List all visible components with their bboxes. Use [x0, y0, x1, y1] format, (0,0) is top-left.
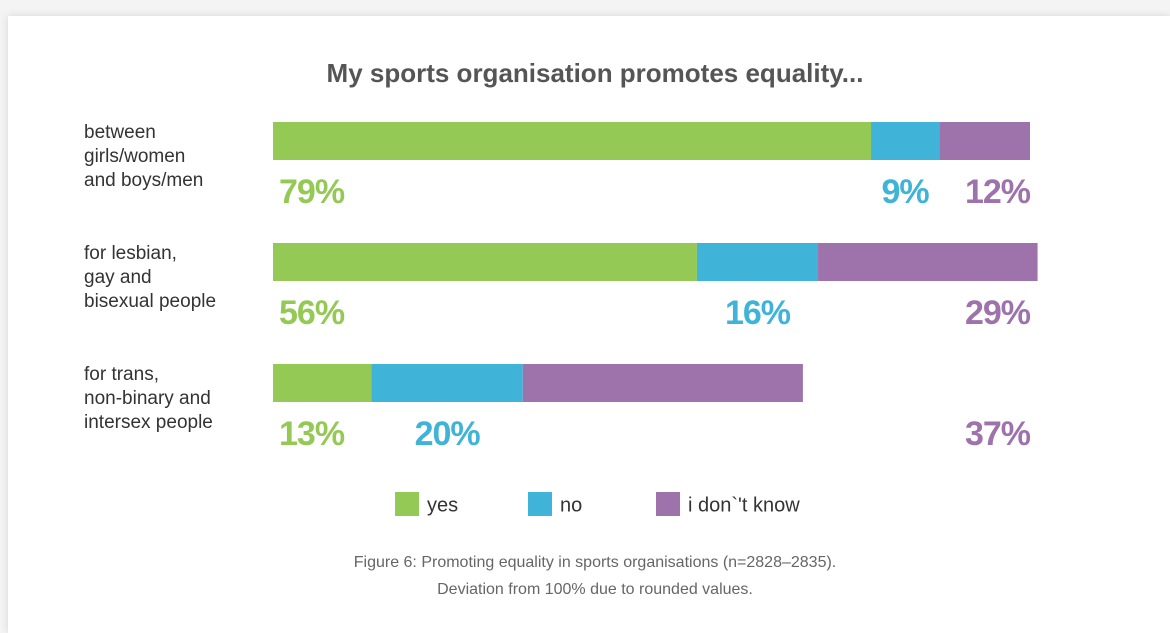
value-label: 79% — [279, 173, 345, 211]
bar-segment — [939, 122, 1030, 160]
value-label: 16% — [725, 294, 791, 332]
value-label: 13% — [279, 415, 345, 453]
card — [8, 16, 1170, 633]
legend-swatch — [656, 492, 680, 516]
value-label: 12% — [965, 173, 1031, 211]
legend-label: i don`'t know — [688, 494, 800, 516]
chart-title: My sports organisation promotes equality… — [327, 58, 864, 88]
bar-segment — [522, 364, 803, 402]
value-label: 29% — [965, 294, 1031, 332]
category-label: for lesbian, gay and bisexual people — [84, 243, 216, 312]
bar-segment — [273, 243, 697, 281]
bar-segment — [273, 364, 372, 402]
value-label: 9% — [882, 173, 930, 211]
category-label: between girls/women and boys/men — [84, 122, 203, 191]
bar-segment — [871, 122, 940, 160]
bar-segment — [371, 364, 523, 402]
bar-segment — [273, 122, 872, 160]
category-label: for trans, non-binary and intersex people — [84, 364, 213, 433]
bar-segment — [696, 243, 819, 281]
caption: Figure 6: Promoting equality in sports o… — [354, 554, 837, 571]
legend-swatch — [395, 492, 419, 516]
caption: Deviation from 100% due to rounded value… — [437, 581, 753, 598]
value-label: 37% — [965, 415, 1031, 453]
bar-segment — [818, 243, 1038, 281]
legend-label: no — [560, 494, 582, 516]
legend-swatch — [528, 492, 552, 516]
value-label: 20% — [415, 415, 481, 453]
value-label: 56% — [279, 294, 345, 332]
legend-label: yes — [427, 494, 458, 516]
